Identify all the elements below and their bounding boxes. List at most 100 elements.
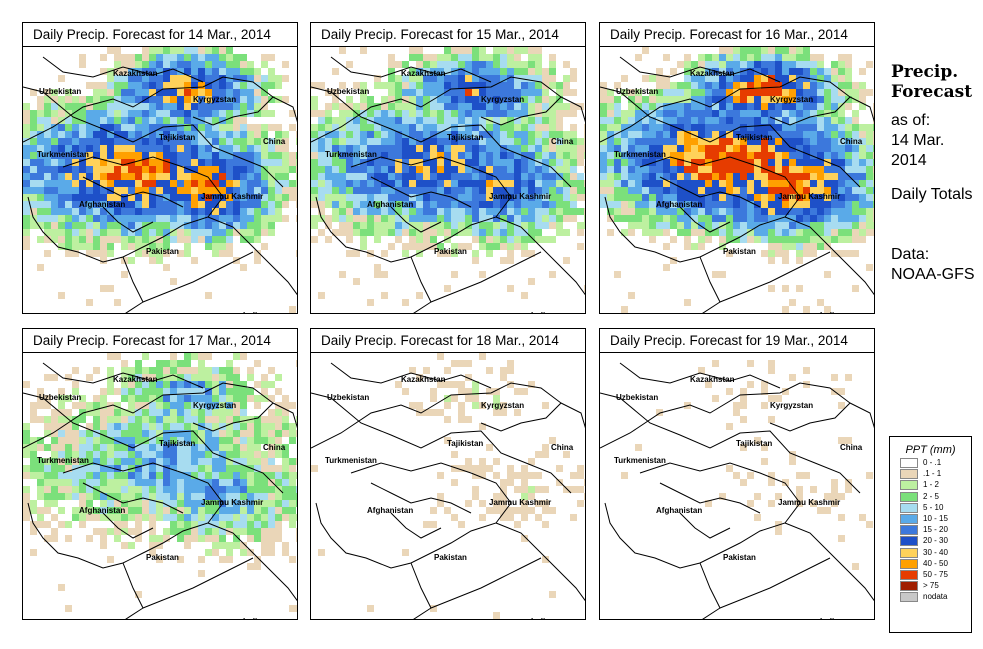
precip-cell [663,117,670,124]
precip-cell [493,215,500,222]
precip-cell [775,89,782,96]
precip-cell [663,264,670,271]
precip-cell [114,451,121,458]
precip-cell [621,173,628,180]
precip-cell [542,173,549,180]
precip-cell [500,194,507,201]
precip-cell [500,229,507,236]
precip-cell [535,47,542,54]
precip-cell [37,402,44,409]
precip-cell [663,152,670,159]
precip-cell [733,131,740,138]
precip-cell [205,479,212,486]
precip-cell [430,152,437,159]
precip-cell [247,236,254,243]
precip-cell [656,194,663,201]
precip-cell [549,54,556,61]
precip-cell [535,103,542,110]
precip-cell [268,500,275,507]
precip-cell [472,236,479,243]
precip-cell [58,451,65,458]
precip-cell [212,416,219,423]
precip-cell [493,75,500,82]
precip-cell [712,360,719,367]
precip-cell [493,82,500,89]
precip-cell [563,159,570,166]
precip-cell [852,82,859,89]
precip-cell [318,159,325,166]
precip-cell [128,145,135,152]
precip-cell [142,110,149,117]
precip-cell [789,96,796,103]
precip-cell [705,89,712,96]
precip-cell [810,201,817,208]
precip-cell [289,521,296,528]
precip-cell [191,416,198,423]
precip-cell [198,493,205,500]
precip-cell [219,556,226,563]
precip-cell [458,222,465,229]
precip-cell [430,124,437,131]
precip-cell [261,61,268,68]
precip-cell [635,110,642,117]
precip-cell [775,201,782,208]
precip-cell [114,159,121,166]
precip-cell [325,152,332,159]
precip-cell [549,201,556,208]
totals-label: Daily Totals [891,186,973,203]
precip-cell [465,47,472,54]
precip-cell [642,152,649,159]
precip-cell [128,458,135,465]
legend-label: 20 - 30 [923,536,948,546]
precip-cell [156,402,163,409]
precip-cell [275,208,282,215]
precip-cell [486,250,493,257]
precip-cell [86,124,93,131]
precip-cell [247,187,254,194]
precip-cell [381,201,388,208]
precip-cell [479,61,486,68]
precip-cell [93,96,100,103]
precip-cell [486,75,493,82]
precip-cell [191,96,198,103]
precip-cell [219,82,226,89]
country-label-jammu-kashmir: Jammu Kashmir [489,192,552,201]
precip-cell [128,388,135,395]
precip-cell [670,103,677,110]
precip-cell [191,528,198,535]
precip-cell [128,229,135,236]
precip-cell [437,222,444,229]
precip-cell [607,117,614,124]
precip-cell [184,360,191,367]
precip-cell [198,138,205,145]
precip-cell [698,159,705,166]
precip-cell [296,360,297,367]
precip-cell [170,103,177,110]
precip-cell [156,222,163,229]
precip-cell [458,117,465,124]
precip-cell [584,479,585,486]
precip-cell [733,229,740,236]
precip-cell [58,187,65,194]
border-line [142,251,254,303]
precip-cell [149,528,156,535]
precip-cell [184,208,191,215]
precip-cell [768,222,775,229]
precip-cell [859,514,866,521]
precip-cell [114,528,121,535]
precip-cell [740,416,747,423]
precip-cell [240,68,247,75]
precip-cell [107,409,114,416]
precip-cell [649,75,656,82]
precip-cell [198,500,205,507]
precip-cell [226,96,233,103]
precip-cell [381,159,388,166]
precip-cell [240,229,247,236]
border-line [142,557,254,609]
precip-cell [44,521,51,528]
precip-cell [621,152,628,159]
precip-cell [535,173,542,180]
precip-cell [163,82,170,89]
precip-cell [423,194,430,201]
legend-swatch [900,480,918,491]
